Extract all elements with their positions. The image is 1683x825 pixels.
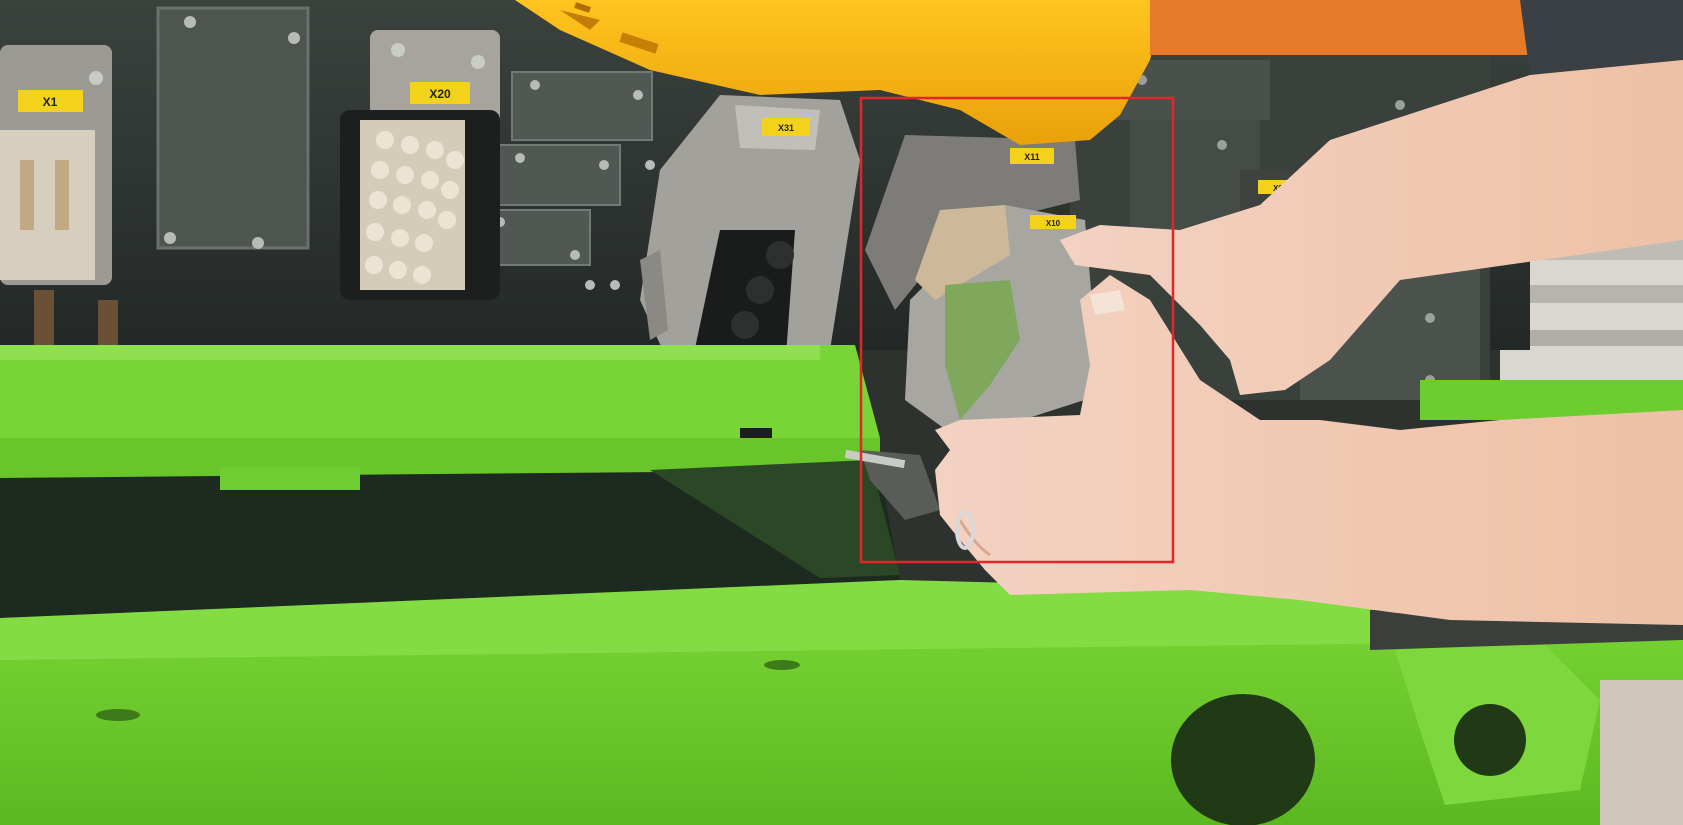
upper-arm-hand [1060,60,1683,395]
connector-label-x20: X20 [429,87,451,101]
connector-label-x31: X31 [778,123,794,133]
connector-label-x1: X1 [43,95,58,109]
connector-label-x11: X11 [1024,152,1040,162]
ring [955,510,975,550]
connector-x1: X1 [0,45,118,362]
hands [935,60,1683,625]
ground [1600,680,1683,825]
connector-x20: X20 [340,30,500,300]
grey-connector-hood [844,205,1100,520]
sleeve [1520,0,1683,75]
connector-x31: X31 [640,95,860,372]
lower-arm-hand [935,275,1683,625]
highlight-box [859,96,1175,564]
connector-x10: X10 [1046,219,1061,228]
connector-label-x10: X10 [1046,219,1061,228]
yellow-helmet [515,0,1165,145]
orange-part [1150,0,1530,55]
